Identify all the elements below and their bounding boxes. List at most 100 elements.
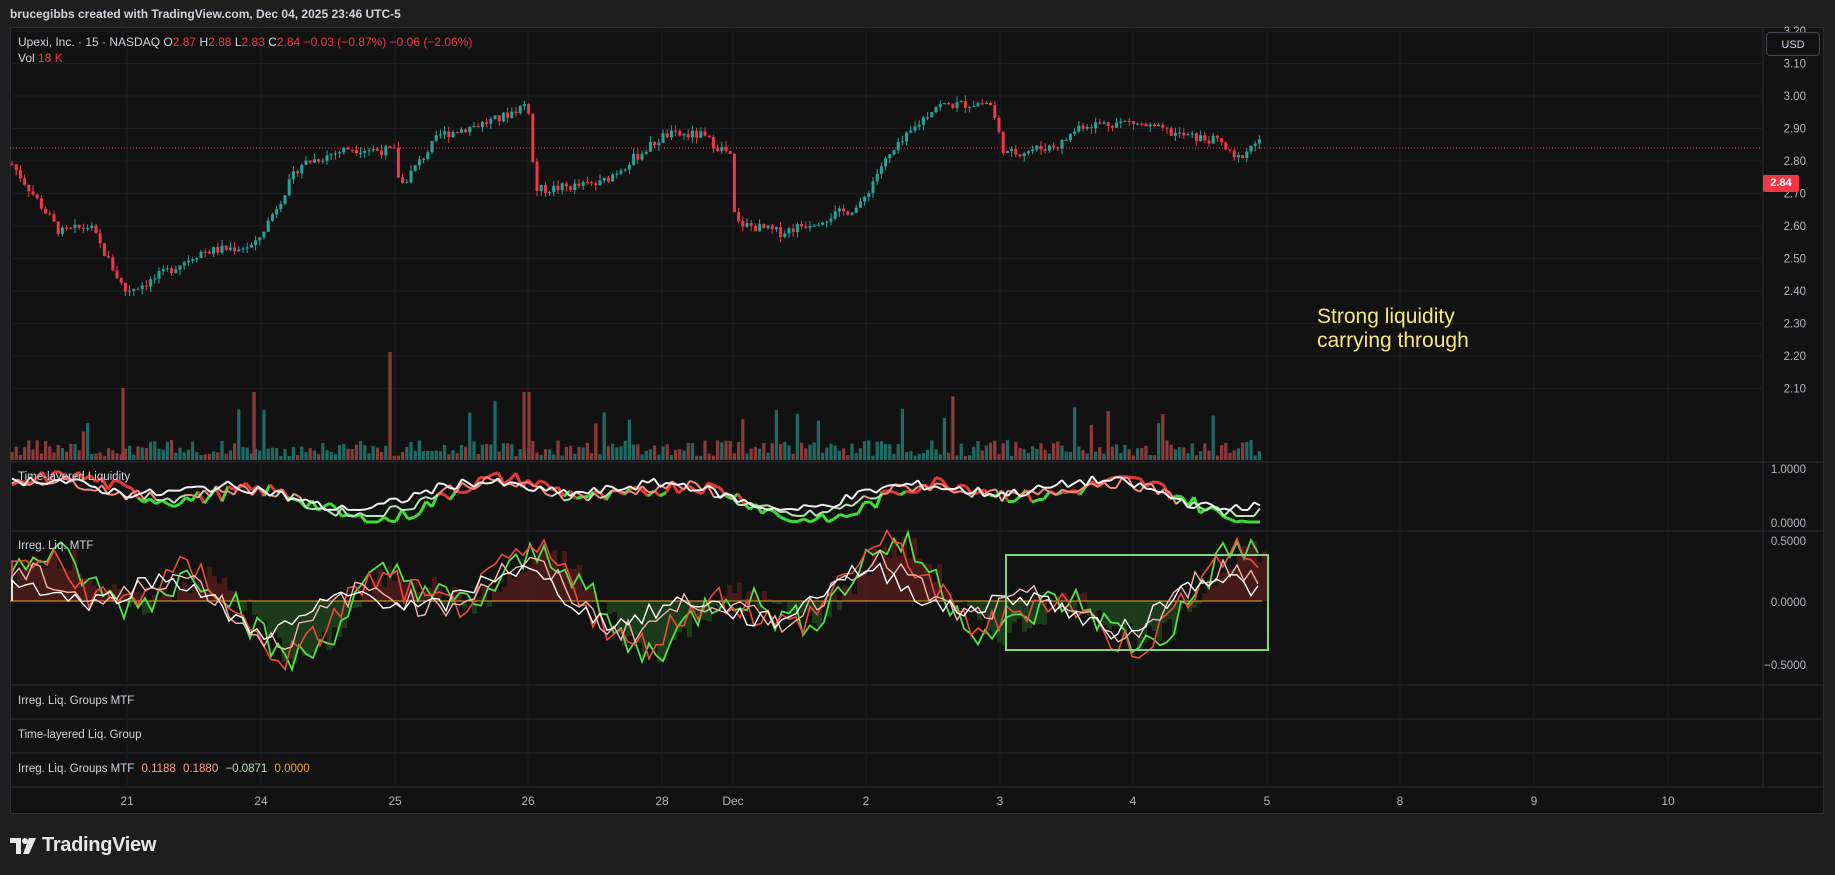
volume-bar [879,441,883,460]
liquidity-line [635,480,643,491]
oscillator-fill [512,578,517,601]
chart-frame[interactable] [10,27,1824,814]
candle-body [136,288,140,290]
oscillator-fill [702,601,707,621]
liquidity-line [1097,481,1105,488]
liquidity-line [779,515,787,522]
liquidity-line [857,488,865,493]
candle-body [1039,145,1043,150]
liquidity-line [881,489,889,494]
close-value: 2.84 [276,35,301,49]
oscillator-fill [697,601,702,618]
volume-bar [1182,447,1186,460]
candle-body [1085,127,1089,129]
volume-bar [254,448,258,460]
volume-bar [556,440,560,460]
candle-body [69,227,73,229]
volume-bar [338,444,342,460]
oscillator-fill [322,601,327,633]
liquidity-line [725,492,733,497]
currency-button[interactable]: USD [1766,32,1820,56]
candle-body [1081,125,1085,129]
volume-bar [749,448,753,460]
volume-bar [1064,451,1068,460]
candle-body [728,150,732,154]
candle-body [464,129,468,133]
liquidity-line [1127,475,1135,480]
liquidity-line [587,492,595,502]
liquidity-line [695,490,703,496]
candle-body [522,104,526,106]
liquidity-line [1031,490,1039,496]
candle-body [489,119,493,124]
volume-bar [283,449,287,460]
volume-bar [674,449,678,460]
irreg-mtf-pane-title[interactable]: Irreg. Liq. MTF [18,540,94,552]
oscillator-fill [377,568,382,601]
liquidity-line [23,476,31,487]
candle-body [1010,149,1014,152]
chart-annotation[interactable]: Strong liquidity carrying through [1317,305,1469,352]
volume-bar [1157,422,1161,460]
volume-bar [791,453,795,460]
liquidity-line [83,474,91,481]
volume-bar [98,452,102,460]
liquidity-line [503,481,511,487]
oscillator-fill [922,562,927,601]
liquidity-line [178,496,188,505]
volume-bar [762,442,766,460]
tl-group-pane-title[interactable]: Time-layered Liq. Group [18,729,142,741]
time-layered-pane-title[interactable]: Time-layered Liquidity [18,471,131,483]
groups-mtf-pane-title[interactable]: Irreg. Liq. Groups MTF [18,695,135,707]
liquidity-line [713,484,721,490]
candle-body [674,130,678,132]
liquidity-line [1223,515,1231,521]
oscillator-fill [517,573,522,601]
liquidity-line [299,498,307,502]
change-value: −0.03 (−0.87%) [303,35,387,49]
liquidity-line [527,481,535,487]
candle-body [1220,138,1224,143]
liquidity-line [593,492,601,499]
liquidity-line [779,508,787,511]
liquidity-line [83,480,91,487]
volume-bar [258,450,262,460]
liquidity-line [335,504,343,511]
liquidity-line [383,506,391,517]
liquidity-line [161,489,169,496]
candle-body [39,198,43,209]
symbol-title[interactable]: Upexi, Inc. · 15 · NASDAQ [18,35,161,49]
price-axis-label: 3.10 [1784,59,1806,71]
volume-bar [854,453,858,460]
candle-body [1253,143,1257,146]
liquidity-line [293,497,301,502]
liquidity-line [551,486,559,494]
volume-bar [191,441,195,460]
liquidity-line [815,503,823,508]
volume-bar [611,443,615,460]
liquidity-line [455,478,463,490]
oscillator-line [11,562,1259,641]
volume-bar [476,454,480,460]
oscillator-fill [387,566,392,601]
liquidity-line [419,489,427,495]
groups-mtf-2-pane-legend[interactable]: Irreg. Liq. Groups MTF 0.1188 0.1880 −0.… [18,763,310,775]
pane-axis-label: 0.0000 [1771,518,1806,530]
tradingview-logo[interactable]: TradingView [10,834,156,857]
liquidity-line [935,476,943,482]
liquidity-line [659,491,667,498]
candle-body [279,203,283,210]
liquidity-line [1229,503,1237,511]
volume-bar [317,454,321,460]
candle-body [422,158,426,160]
liquidity-line [509,481,517,485]
liquidity-line [1151,483,1159,495]
oscillator-fill [292,601,297,664]
candle-body [1140,123,1144,125]
liquidity-line [269,490,277,497]
liquidity-line [575,495,583,500]
volume-bar [972,446,976,460]
volume-bar [686,442,690,460]
volume-bar [333,454,337,460]
